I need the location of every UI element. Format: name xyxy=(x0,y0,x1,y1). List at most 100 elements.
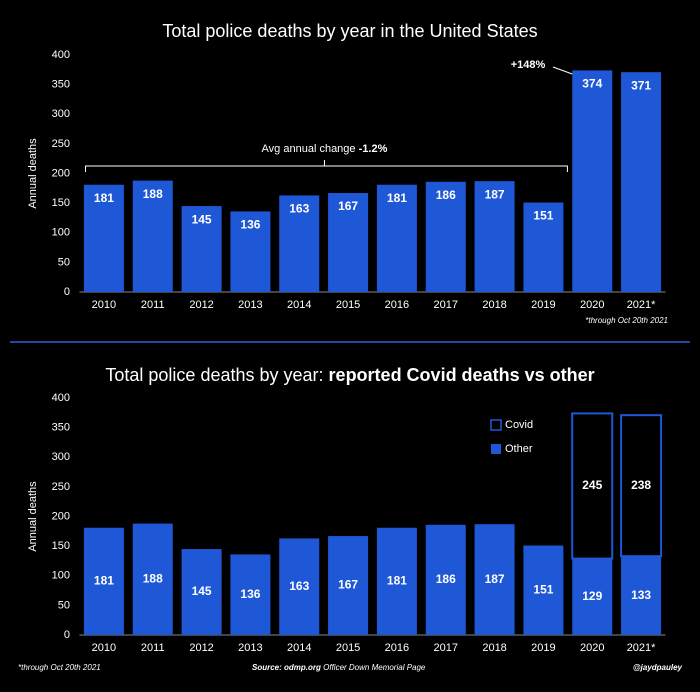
chart-note: *through Oct 20th 2021 xyxy=(585,316,668,325)
x-tick-label: 2019 xyxy=(531,642,555,654)
value-label: 186 xyxy=(436,188,456,202)
x-tick-label: 2015 xyxy=(336,299,360,311)
jump-annotation: +148% xyxy=(511,59,546,71)
bar xyxy=(328,193,369,292)
value-label: 145 xyxy=(192,212,212,226)
x-tick-label: 2011 xyxy=(141,642,165,654)
bar xyxy=(474,181,515,292)
bar-segment xyxy=(571,412,614,560)
value-label: 133 xyxy=(631,588,651,602)
value-label: 181 xyxy=(94,191,114,205)
legend-label: Other xyxy=(505,443,533,455)
y-tick-label: 250 xyxy=(52,481,70,493)
value-label: 371 xyxy=(631,78,651,92)
x-tick-label: 2014 xyxy=(287,299,311,311)
value-label: 136 xyxy=(240,587,260,601)
bar-segment xyxy=(621,556,662,635)
jump-pointer xyxy=(552,66,573,75)
value-label: 145 xyxy=(192,584,212,598)
bar-segment xyxy=(83,527,124,635)
bar xyxy=(132,180,173,292)
x-tick-label: 2020 xyxy=(580,642,604,654)
y-tick-label: 200 xyxy=(52,167,70,179)
bracket-value: -1.2% xyxy=(359,143,388,155)
x-tick-label: 2015 xyxy=(336,642,360,654)
bar-segment xyxy=(523,545,564,635)
bar-segment xyxy=(132,523,173,635)
bar xyxy=(572,70,613,292)
y-axis-label: Annual deaths xyxy=(27,138,39,209)
x-tick-label: 2010 xyxy=(92,299,116,311)
bar xyxy=(279,195,320,292)
bar xyxy=(621,72,662,293)
value-label: 374 xyxy=(582,77,602,91)
x-tick-label: 2017 xyxy=(434,299,458,311)
x-tick-label: 2014 xyxy=(287,642,311,654)
value-label: 181 xyxy=(387,191,407,205)
bar-segment xyxy=(230,554,271,635)
value-label: 181 xyxy=(94,574,114,588)
value-label: 163 xyxy=(289,202,309,216)
bracket xyxy=(85,160,568,172)
x-tick-label: 2018 xyxy=(482,642,506,654)
value-label: 167 xyxy=(338,578,358,592)
bar xyxy=(181,206,222,292)
value-label: 186 xyxy=(436,572,456,586)
bar-segment xyxy=(572,558,613,635)
y-tick-label: 250 xyxy=(52,138,70,150)
y-tick-label: 100 xyxy=(52,227,70,239)
value-label: 188 xyxy=(143,571,163,585)
y-tick-label: 50 xyxy=(58,599,70,611)
value-label: 187 xyxy=(485,572,505,586)
x-tick-label: 2021* xyxy=(627,642,656,654)
chart-title: Total police deaths by year: reported Co… xyxy=(105,365,594,385)
bar xyxy=(425,181,466,292)
x-tick-label: 2019 xyxy=(531,299,555,311)
y-tick-label: 150 xyxy=(52,197,70,209)
value-label: 188 xyxy=(143,187,163,201)
value-label: 245 xyxy=(582,478,602,492)
bar-segment xyxy=(279,538,320,635)
bar-segment xyxy=(376,527,417,635)
bar-segment xyxy=(620,414,663,558)
y-tick-label: 200 xyxy=(52,510,70,522)
bar-segment xyxy=(328,536,369,635)
title-text: Total police deaths by year: xyxy=(105,365,323,385)
source-label: Source: odmp.org xyxy=(252,663,321,672)
x-tick-label: 2012 xyxy=(189,642,213,654)
x-tick-label: 2018 xyxy=(482,299,506,311)
bracket-annotation: Avg annual change -1.2% xyxy=(262,143,388,155)
value-label: 163 xyxy=(289,579,309,593)
value-label: 151 xyxy=(533,582,553,596)
x-tick-label: 2012 xyxy=(189,299,213,311)
bracket-label: Avg annual change xyxy=(262,143,356,155)
title-text: Total police deaths by year in the Unite… xyxy=(162,21,537,41)
bar xyxy=(230,211,271,292)
y-tick-label: 150 xyxy=(52,540,70,552)
y-tick-label: 0 xyxy=(64,629,70,641)
value-label: 181 xyxy=(387,574,407,588)
value-label: 238 xyxy=(631,478,651,492)
x-tick-label: 2016 xyxy=(385,642,409,654)
legend-swatch xyxy=(490,419,502,431)
x-tick-label: 2010 xyxy=(92,642,116,654)
title-bold: reported Covid deaths vs other xyxy=(329,365,595,385)
x-tick-label: 2016 xyxy=(385,299,409,311)
x-tick-label: 2011 xyxy=(141,299,165,311)
bar xyxy=(83,184,124,292)
y-tick-label: 300 xyxy=(52,108,70,120)
x-tick-label: 2021* xyxy=(627,299,656,311)
y-tick-label: 50 xyxy=(58,256,70,268)
chart-title: Total police deaths by year in the Unite… xyxy=(162,21,537,41)
bar-segment xyxy=(181,549,222,635)
x-tick-label: 2013 xyxy=(238,642,262,654)
value-label: 167 xyxy=(338,199,358,213)
bar xyxy=(376,184,417,292)
bar xyxy=(523,202,564,292)
x-tick-label: 2020 xyxy=(580,299,604,311)
legend-label: Covid xyxy=(505,419,533,431)
x-tick-label: 2013 xyxy=(238,299,262,311)
footer-note: *through Oct 20th 2021 xyxy=(18,663,101,672)
y-tick-label: 350 xyxy=(52,422,70,434)
